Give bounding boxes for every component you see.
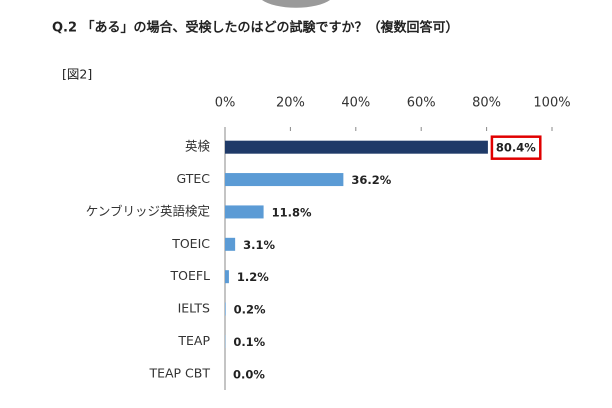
x-tick-label: 80% bbox=[472, 96, 501, 111]
x-tick-label: 0% bbox=[215, 96, 236, 111]
value-label: 11.8% bbox=[272, 205, 312, 219]
value-label: 0.2% bbox=[234, 303, 266, 317]
y-tick-label: TEAP bbox=[177, 333, 210, 348]
y-tick-label: 英検 bbox=[185, 139, 211, 154]
y-tick-label: TOEIC bbox=[171, 236, 210, 251]
y-tick-label: TOEFL bbox=[169, 268, 210, 283]
y-tick-label: TEAP CBT bbox=[148, 365, 210, 380]
value-label: 3.1% bbox=[243, 238, 275, 252]
y-tick-label: IELTS bbox=[178, 301, 210, 316]
bar bbox=[225, 205, 264, 219]
bar bbox=[225, 173, 344, 187]
figure-label: [図2] bbox=[62, 67, 92, 82]
value-label: 80.4% bbox=[496, 141, 536, 155]
highlight-box bbox=[490, 135, 542, 160]
y-tick-label: ケンブリッジ英語検定 bbox=[86, 203, 210, 218]
chart-title: Q.2 「ある」の場合、受検したのはどの試験ですか？（複数回答可） bbox=[52, 20, 459, 36]
bar bbox=[225, 302, 226, 316]
y-tick-label: GTEC bbox=[176, 171, 210, 186]
value-label: 36.2% bbox=[351, 173, 391, 187]
value-label: 1.2% bbox=[237, 270, 269, 284]
x-tick-label: 40% bbox=[341, 96, 370, 111]
x-tick-label: 100% bbox=[533, 96, 570, 111]
bar bbox=[225, 237, 236, 251]
decoration bbox=[262, 0, 330, 8]
x-tick-label: 20% bbox=[276, 96, 305, 111]
value-label: 0.1% bbox=[233, 335, 265, 349]
x-tick-label: 60% bbox=[407, 96, 436, 111]
bar bbox=[225, 140, 488, 154]
bar bbox=[225, 270, 229, 284]
value-label: 0.0% bbox=[233, 367, 265, 381]
